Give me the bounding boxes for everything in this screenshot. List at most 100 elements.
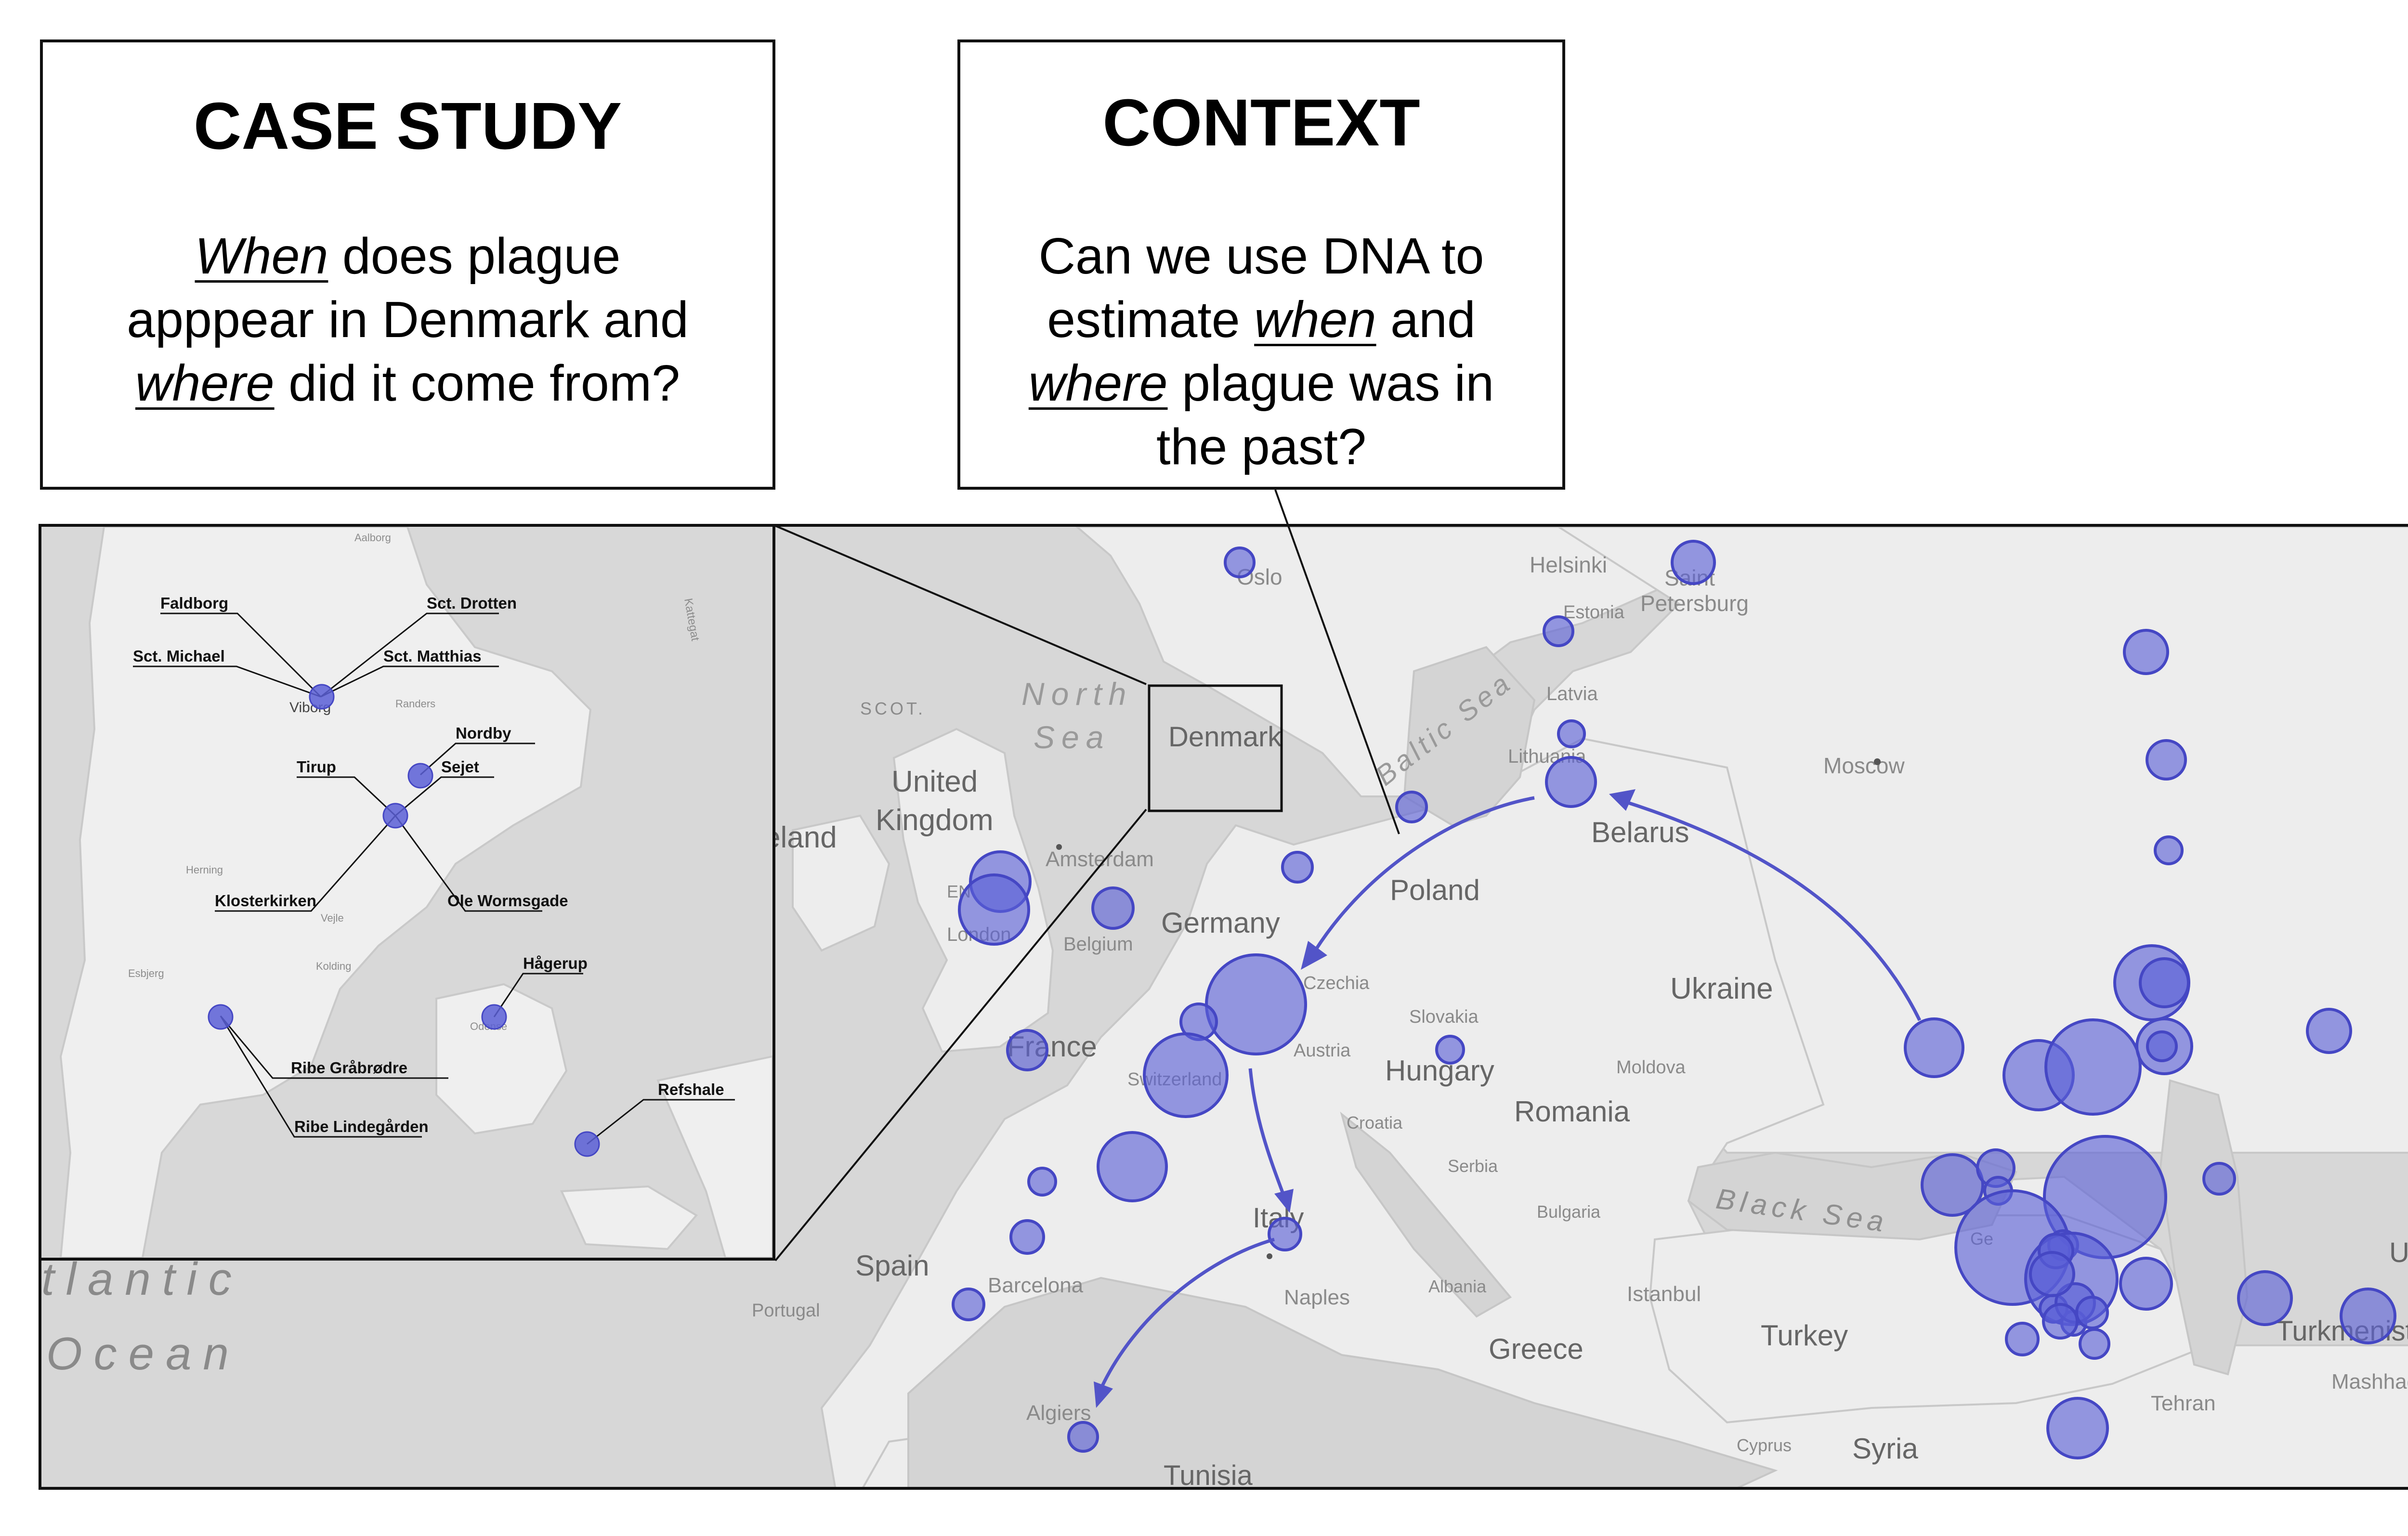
arrowhead-italy [1274,1189,1294,1213]
plague-sample-marker[interactable] [1006,1029,1048,1071]
plague-sample-marker[interactable] [2146,1030,2178,1062]
plague-sample-marker[interactable] [952,1288,985,1321]
city-dot-moscow [1874,758,1881,765]
plague-sample-marker[interactable] [1545,756,1597,808]
plague-sample-marker[interactable] [1224,547,1256,578]
context-line2-pre: estimate [1047,291,1255,348]
leader-ole-wormsgade [394,815,542,912]
plague-sample-marker[interactable] [2154,835,2184,865]
plague-sample-marker[interactable] [2005,1322,2040,1356]
plague-sample-marker[interactable] [2042,1303,2079,1340]
plague-sample-marker[interactable] [2044,1018,2142,1116]
inset-site-markers [208,684,600,1157]
leader-ribe-lindegarden [220,1015,422,1138]
label-germany: Germany [1161,907,1280,939]
city-dot-naples [1267,1253,1272,1259]
label-poland: Poland [1390,874,1480,906]
marker-aarhus[interactable] [382,803,408,829]
label-kingdom: Kingdom [876,804,994,837]
leader-ribe-grabrodre [220,1015,448,1079]
label-sea: Sea [1034,719,1110,755]
context-line1: Can we use DNA to [1038,228,1484,285]
case-study-line1: does plague [328,228,621,285]
marker-viborg[interactable] [309,684,335,710]
plague-sample-marker[interactable] [2202,1162,2236,1196]
inset-land [59,527,772,1258]
marker-hagerup[interactable] [481,1004,507,1030]
plague-sample-marker[interactable] [1268,1217,1302,1251]
site-nordby: Nordby [456,724,511,742]
site-faldborg: Faldborg [160,594,228,612]
city-dots [1056,758,1881,1259]
inset-connector-bottom [774,808,1147,1262]
label-bulgaria: Bulgaria [1537,1202,1601,1222]
label-ocean: Ocean [46,1328,240,1380]
plague-sample-marker[interactable] [2046,1397,2109,1459]
plague-sample-marker[interactable] [1091,886,1135,930]
marker-nordby[interactable] [407,763,433,789]
case-study-where: where [135,355,275,412]
plague-sample-marker[interactable] [1027,1167,1057,1197]
plague-sample-marker[interactable] [1143,1032,1229,1118]
site-tirup: Tirup [297,758,336,776]
marker-refshale[interactable] [574,1131,600,1157]
migration-arrows [1099,796,1922,1390]
plague-sample-marker[interactable] [1904,1017,1964,1078]
site-klosterkirken: Klosterkirken [215,892,316,910]
context-question: Can we use DNA to estimate when and wher… [960,224,1562,479]
label-scot: SCOT. [860,699,926,718]
leader-sct-matthias [320,665,499,698]
plague-sample-marker[interactable] [958,873,1030,946]
label-spain: Spain [855,1250,929,1282]
label-greece: Greece [1489,1333,1584,1365]
site-hagerup: Hågerup [523,954,588,972]
leader-hagerup [493,973,583,1017]
plague-sample-marker[interactable] [1435,1035,1465,1065]
plague-sample-marker[interactable] [1671,540,1716,585]
label-algiers: Algiers [1026,1401,1091,1425]
site-refshale: Refshale [658,1080,724,1098]
arrow-belarus-to-germany [1314,796,1535,951]
case-study-line2: apppear in Denmark and [127,291,689,348]
arrow-italy-to-algiers [1099,1237,1275,1390]
case-study-title: CASE STUDY [193,89,622,163]
arrow-germany-to-italy [1248,1068,1286,1197]
plague-sample-marker[interactable] [1921,1153,1984,1217]
plague-sample-marker[interactable] [1281,851,1314,884]
plague-sample-marker[interactable] [1009,1219,1045,1255]
plague-sample-marker[interactable] [1395,791,1428,823]
label-atlantic: tlantic [41,1253,243,1305]
plague-sample-marker[interactable] [2123,629,2169,675]
plague-sample-marker[interactable] [2237,1270,2293,1326]
plague-sample-marker[interactable] [1557,719,1586,748]
adriatic [1340,1111,1512,1318]
plague-sample-marker[interactable] [2119,1257,2173,1311]
plague-sample-marker[interactable] [2340,1288,2396,1344]
plague-sample-marker[interactable] [2029,1251,2075,1297]
label-naples: Naples [1284,1286,1350,1309]
denmark-inset-map[interactable]: Aalborg Kattegat Viborg Randers Herning … [39,524,775,1261]
plague-sample-marker[interactable] [2306,1008,2352,1054]
label-albania: Albania [1428,1276,1487,1296]
site-ole-wormsgade: Ole Wormsgade [447,892,568,910]
lolland [560,1185,698,1250]
label-mashhad: Mashhad [2331,1370,2408,1393]
site-sejet: Sejet [441,758,479,776]
plague-sample-marker[interactable] [1543,615,1574,647]
site-ribe-lindegarden: Ribe Lindegården [294,1118,429,1135]
plague-sample-markers [952,540,2396,1459]
label-moldova: Moldova [1616,1057,1686,1078]
plague-sample-marker[interactable] [2075,1296,2109,1329]
zealand-edge [656,1055,772,1258]
plague-sample-marker[interactable] [2079,1328,2110,1360]
label-helsinki: Helsinki [1530,552,1607,577]
marker-ribe[interactable] [208,1004,234,1030]
plague-sample-marker[interactable] [2146,739,2187,781]
plague-sample-marker[interactable] [2139,957,2190,1008]
context-when: when [1254,291,1376,348]
plague-sample-marker[interactable] [1097,1131,1168,1202]
label-czechia: Czechia [1303,973,1370,993]
site-sct-drotten: Sct. Drotten [427,594,517,612]
label-denmark: Denmark [1168,721,1282,753]
plague-sample-marker[interactable] [1067,1421,1099,1453]
